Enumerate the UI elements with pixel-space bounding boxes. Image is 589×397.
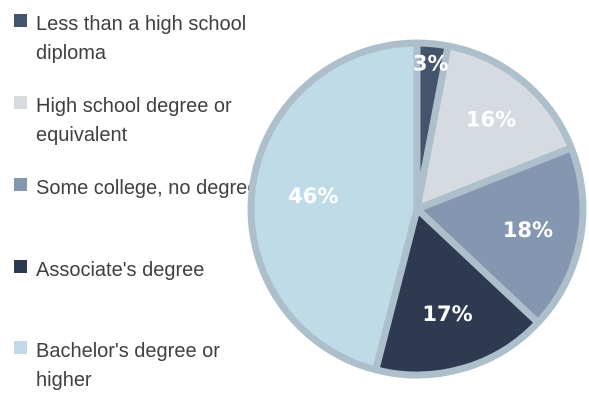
pie-slice-associates-degree [372, 205, 542, 379]
legend-swatch [14, 341, 27, 354]
legend-swatch [14, 260, 27, 273]
data-label-bachelors-degree: 46% [288, 184, 338, 208]
legend-label: Some college, no degree [36, 177, 259, 199]
data-label-high-school-degree: 16% [466, 107, 516, 131]
legend: Less than a high school diploma High sch… [14, 10, 264, 395]
legend-swatch [14, 14, 27, 27]
data-label-associates-degree: 17% [422, 302, 472, 326]
data-label-less-than-high-school: 3% [413, 52, 449, 76]
pie-slice-some-college [413, 144, 587, 327]
pie-slice-high-school-degree [413, 42, 575, 213]
pie-slice-bachelors-degree [247, 39, 421, 374]
legend-swatch [14, 178, 27, 191]
legend-label: Less than a high school diploma [36, 13, 247, 64]
legend-label: High school degree or equivalent [36, 95, 232, 146]
pie-labels: 3% 16% 18% 17% 46% [288, 52, 553, 327]
legend-label: Associate's degree [36, 259, 205, 281]
legend-label: Bachelor's degree or higher [36, 340, 220, 391]
pie-slices [247, 39, 587, 379]
data-label-some-college: 18% [503, 218, 553, 242]
legend-swatch [14, 96, 27, 109]
